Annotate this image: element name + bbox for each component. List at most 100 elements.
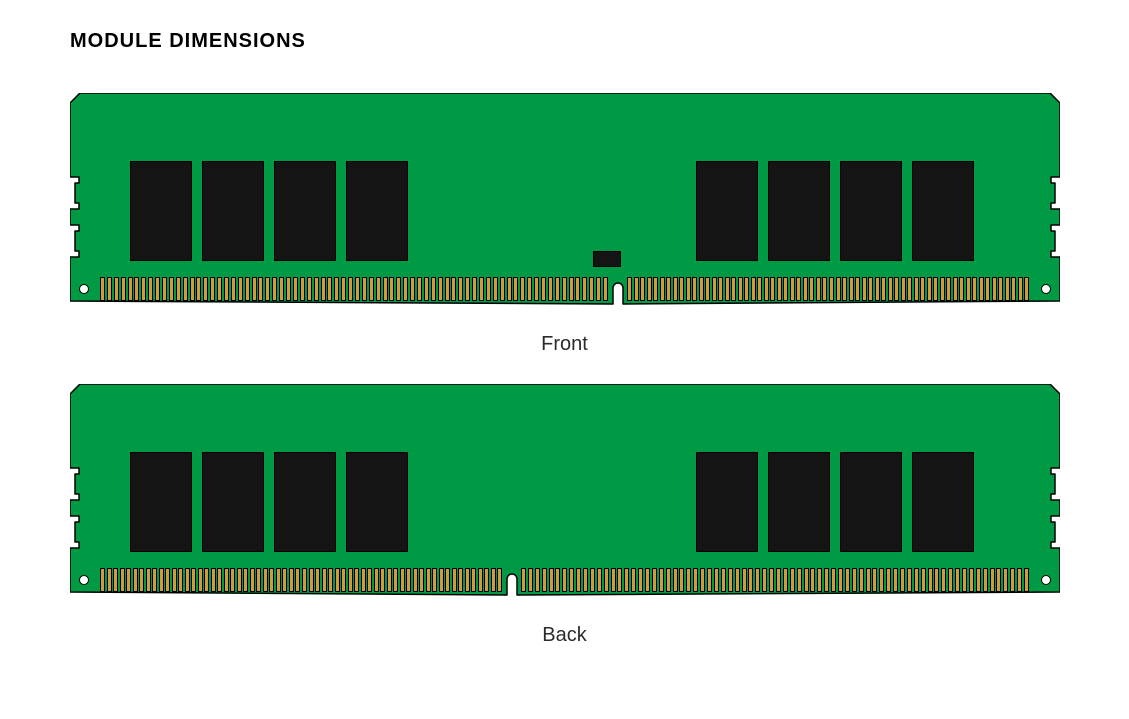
contact-pin bbox=[549, 568, 554, 592]
contact-pin bbox=[172, 568, 177, 592]
contact-pin bbox=[900, 568, 905, 592]
contact-pin bbox=[1017, 568, 1022, 592]
contact-pin bbox=[479, 277, 484, 301]
contact-pin bbox=[238, 277, 243, 301]
contact-pin bbox=[810, 568, 815, 592]
contact-pin bbox=[322, 568, 327, 592]
mounting-hole-left bbox=[79, 575, 89, 585]
contact-pin bbox=[432, 568, 437, 592]
contact-pin bbox=[725, 277, 730, 301]
contact-pin bbox=[589, 277, 594, 301]
contact-pin bbox=[631, 568, 636, 592]
contact-pin bbox=[451, 277, 456, 301]
contact-pin bbox=[666, 277, 671, 301]
contact-pin bbox=[458, 568, 463, 592]
contact-pin bbox=[183, 277, 188, 301]
contact-pin bbox=[998, 277, 1003, 301]
mounting-hole-right bbox=[1041, 575, 1051, 585]
contact-pin bbox=[178, 568, 183, 592]
contact-pin bbox=[757, 277, 762, 301]
memory-chip bbox=[768, 452, 830, 552]
contact-pin bbox=[534, 277, 539, 301]
contact-pin bbox=[258, 277, 263, 301]
memory-chip bbox=[696, 452, 758, 552]
contact-pin bbox=[829, 277, 834, 301]
contact-pin bbox=[707, 568, 712, 592]
pcb-back bbox=[70, 384, 1060, 616]
contact-pin bbox=[718, 277, 723, 301]
contact-pin bbox=[341, 568, 346, 592]
contact-pin bbox=[176, 277, 181, 301]
contact-pin bbox=[872, 568, 877, 592]
contact-pin bbox=[583, 568, 588, 592]
contact-pin bbox=[376, 277, 381, 301]
contact-pin bbox=[769, 568, 774, 592]
contact-pin bbox=[611, 568, 616, 592]
contact-pin bbox=[513, 277, 518, 301]
contact-pin bbox=[776, 568, 781, 592]
contact-pin bbox=[990, 568, 995, 592]
contact-pin bbox=[744, 277, 749, 301]
contact-pin bbox=[797, 568, 802, 592]
chip-group-left bbox=[130, 161, 408, 261]
contact-pin bbox=[521, 568, 526, 592]
contact-pin bbox=[458, 277, 463, 301]
contact-pin bbox=[875, 277, 880, 301]
contact-pin bbox=[211, 568, 216, 592]
contact-pin bbox=[647, 277, 652, 301]
contact-pin bbox=[400, 568, 405, 592]
contact-pin bbox=[562, 277, 567, 301]
contact-pin bbox=[783, 568, 788, 592]
memory-chip bbox=[130, 452, 192, 552]
contact-pin bbox=[901, 277, 906, 301]
memory-chip bbox=[274, 452, 336, 552]
contact-pin bbox=[327, 277, 332, 301]
contact-pin bbox=[803, 277, 808, 301]
memory-chip bbox=[346, 161, 408, 261]
contact-pin bbox=[914, 277, 919, 301]
contact-pin bbox=[790, 568, 795, 592]
contact-pin bbox=[535, 568, 540, 592]
memory-chip bbox=[840, 452, 902, 552]
contact-pin bbox=[712, 277, 717, 301]
contact-pin bbox=[652, 568, 657, 592]
contact-pin bbox=[286, 277, 291, 301]
contact-pin bbox=[927, 277, 932, 301]
contact-pin bbox=[862, 277, 867, 301]
contact-pin bbox=[692, 277, 697, 301]
mounting-hole-left bbox=[79, 284, 89, 294]
contact-pin bbox=[269, 568, 274, 592]
contact-pin bbox=[217, 277, 222, 301]
contact-pin bbox=[419, 568, 424, 592]
contact-pin bbox=[217, 568, 222, 592]
contact-pin bbox=[387, 568, 392, 592]
contact-pin bbox=[907, 277, 912, 301]
chip-group-left bbox=[130, 452, 408, 552]
contact-pin bbox=[315, 568, 320, 592]
contact-pin bbox=[679, 568, 684, 592]
contact-pin bbox=[445, 277, 450, 301]
contact-pin bbox=[699, 277, 704, 301]
pcb-front bbox=[70, 93, 1060, 325]
contact-pin bbox=[484, 568, 489, 592]
contact-pin bbox=[380, 568, 385, 592]
contact-pin bbox=[894, 277, 899, 301]
memory-chip bbox=[274, 161, 336, 261]
contact-pin bbox=[914, 568, 919, 592]
contact-pin bbox=[328, 568, 333, 592]
contact-pin bbox=[230, 568, 235, 592]
contact-pin bbox=[374, 568, 379, 592]
contact-pin bbox=[548, 277, 553, 301]
contact-pin bbox=[406, 568, 411, 592]
contact-pin bbox=[979, 277, 984, 301]
contact-pin bbox=[159, 568, 164, 592]
contact-pin bbox=[751, 277, 756, 301]
memory-chip bbox=[768, 161, 830, 261]
contact-pin bbox=[1024, 568, 1029, 592]
memory-chip bbox=[696, 161, 758, 261]
contact-pin bbox=[383, 277, 388, 301]
contact-pin bbox=[617, 568, 622, 592]
contact-pin bbox=[966, 277, 971, 301]
contact-pin bbox=[282, 568, 287, 592]
contact-pin bbox=[410, 277, 415, 301]
